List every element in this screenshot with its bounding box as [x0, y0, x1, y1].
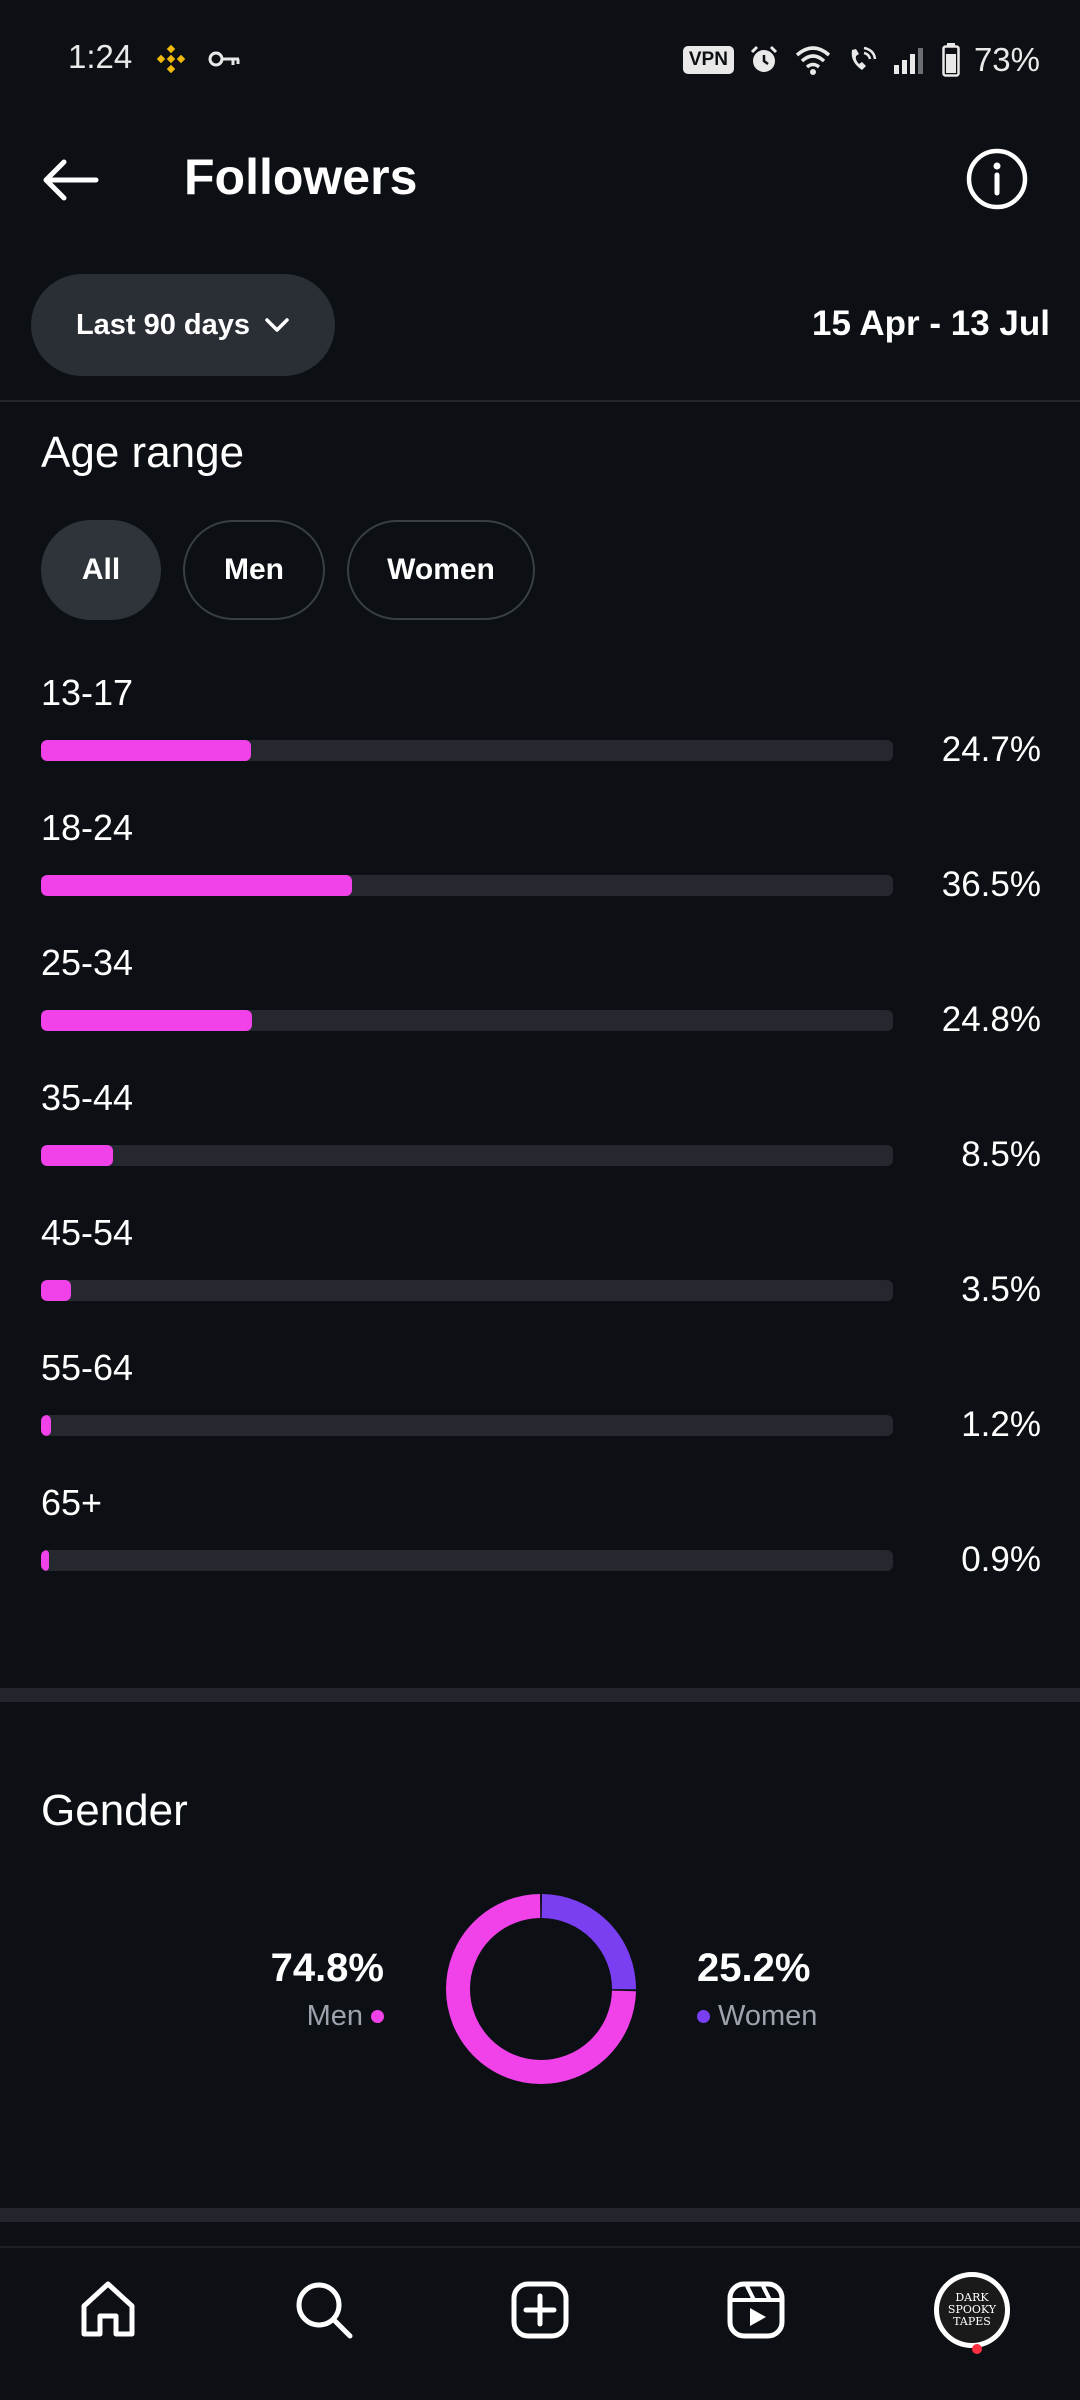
age-row: 65+ 0.9%: [41, 1482, 1041, 1617]
notification-dot: [972, 2344, 982, 2354]
age-label: 35-44: [41, 1077, 134, 1118]
chip-women[interactable]: Women: [347, 520, 535, 620]
donut-slice-women: [541, 1894, 636, 1990]
key-icon: [208, 51, 240, 67]
back-arrow-icon: [43, 159, 99, 201]
age-percent: 36.5%: [941, 865, 1041, 904]
filter-row: Last 90 days 15 Apr - 13 Jul: [0, 274, 1080, 376]
info-button[interactable]: [964, 146, 1030, 212]
age-bar-track: [41, 1550, 893, 1571]
age-label: 65+: [41, 1482, 103, 1523]
battery-percent: 73%: [973, 41, 1040, 78]
avatar-logo: DARK SPOOKY TAPES: [939, 2277, 1005, 2343]
age-bar-track: [41, 1415, 893, 1436]
header: Followers: [0, 124, 1080, 234]
age-label: 18-24: [41, 807, 134, 848]
status-time: 1:24: [68, 38, 133, 75]
men-dot: [371, 2010, 384, 2023]
binance-icon: [156, 44, 186, 74]
wifi-call-icon: [851, 46, 877, 70]
status-system-icons: VPN 73%: [682, 40, 1040, 80]
date-range-text: 15 Apr - 13 Jul: [812, 304, 1050, 343]
donut-slice-men: [446, 1894, 636, 2084]
age-row: 25-34 24.8%: [41, 942, 1041, 1077]
women-label: Women: [718, 2000, 818, 2032]
nav-profile[interactable]: DARK SPOOKY TAPES: [934, 2272, 1010, 2348]
age-row: 35-44 8.5%: [41, 1077, 1041, 1212]
age-bar-track: [41, 1145, 893, 1166]
gender-title: Gender: [41, 1786, 188, 1835]
nav-reels[interactable]: [718, 2272, 794, 2348]
gender-donut: [446, 1894, 636, 2084]
date-range-dropdown-label: Last 90 days: [75, 308, 251, 341]
age-bar: [41, 1280, 71, 1301]
age-bar: [41, 1145, 114, 1166]
age-percent: 1.2%: [961, 1405, 1041, 1444]
age-row: 18-24 36.5%: [41, 807, 1041, 942]
nav-home[interactable]: [70, 2272, 146, 2348]
age-range-title: Age range: [41, 428, 245, 477]
women-dot: [697, 2010, 710, 2023]
men-legend: Men: [307, 2000, 384, 2033]
age-percent: 0.9%: [961, 1540, 1041, 1579]
age-percent: 24.8%: [941, 1000, 1041, 1039]
divider: [0, 400, 1080, 402]
women-legend: Women: [697, 2000, 817, 2033]
gender-filter-chips: All Men Women: [41, 520, 535, 620]
info-icon: [966, 148, 1028, 210]
chevron-down-icon: [265, 318, 289, 332]
age-percent: 8.5%: [961, 1135, 1041, 1174]
women-percent: 25.2%: [697, 1946, 811, 1990]
section-divider: [0, 2208, 1080, 2222]
status-notification-icons: [156, 44, 242, 74]
reels-icon: [727, 2281, 785, 2339]
battery-icon: [942, 43, 960, 77]
age-bar-track: [41, 1280, 893, 1301]
age-bar-track: [41, 1010, 893, 1031]
back-button[interactable]: [36, 150, 108, 210]
age-bar-track: [41, 740, 893, 761]
gender-chart: 74.8% Men 25.2% Women: [0, 1880, 1080, 2100]
age-label: 55-64: [41, 1347, 134, 1388]
age-row: 13-17 24.7%: [41, 672, 1041, 807]
men-label: Men: [306, 2000, 363, 2032]
date-range-dropdown[interactable]: Last 90 days: [31, 274, 335, 376]
age-bar: [41, 1415, 52, 1436]
age-percent: 3.5%: [961, 1270, 1041, 1309]
age-row: 55-64 1.2%: [41, 1347, 1041, 1482]
section-divider: [0, 1688, 1080, 1702]
vpn-icon: VPN: [682, 46, 734, 74]
create-icon: [511, 2281, 569, 2339]
age-bar: [41, 1010, 253, 1031]
alarm-icon: [750, 45, 777, 72]
age-bar: [41, 740, 252, 761]
chip-men[interactable]: Men: [183, 520, 325, 620]
nav-create[interactable]: [502, 2272, 578, 2348]
men-percent: 74.8%: [270, 1946, 384, 1990]
chip-all[interactable]: All: [41, 520, 161, 620]
search-icon: [296, 2282, 353, 2339]
signal-icon: [893, 48, 923, 74]
age-range-chart: 13-17 24.7% 18-24 36.5% 25-34 24.8% 35-4…: [41, 672, 1041, 1617]
age-bar: [41, 1550, 49, 1571]
age-label: 25-34: [41, 942, 134, 983]
nav-search[interactable]: [286, 2272, 362, 2348]
age-bar-track: [41, 875, 893, 896]
age-bar: [41, 875, 352, 896]
bottom-nav: DARK SPOOKY TAPES: [0, 2246, 1080, 2400]
wifi-icon: [795, 46, 831, 75]
age-label: 45-54: [41, 1212, 134, 1253]
profile-avatar: DARK SPOOKY TAPES: [934, 2272, 1010, 2348]
age-percent: 24.7%: [941, 730, 1041, 769]
status-bar: 1:24 VPN: [0, 0, 1080, 124]
age-label: 13-17: [41, 672, 134, 713]
page-title: Followers: [184, 149, 418, 205]
age-row: 45-54 3.5%: [41, 1212, 1041, 1347]
home-icon: [81, 2281, 135, 2337]
